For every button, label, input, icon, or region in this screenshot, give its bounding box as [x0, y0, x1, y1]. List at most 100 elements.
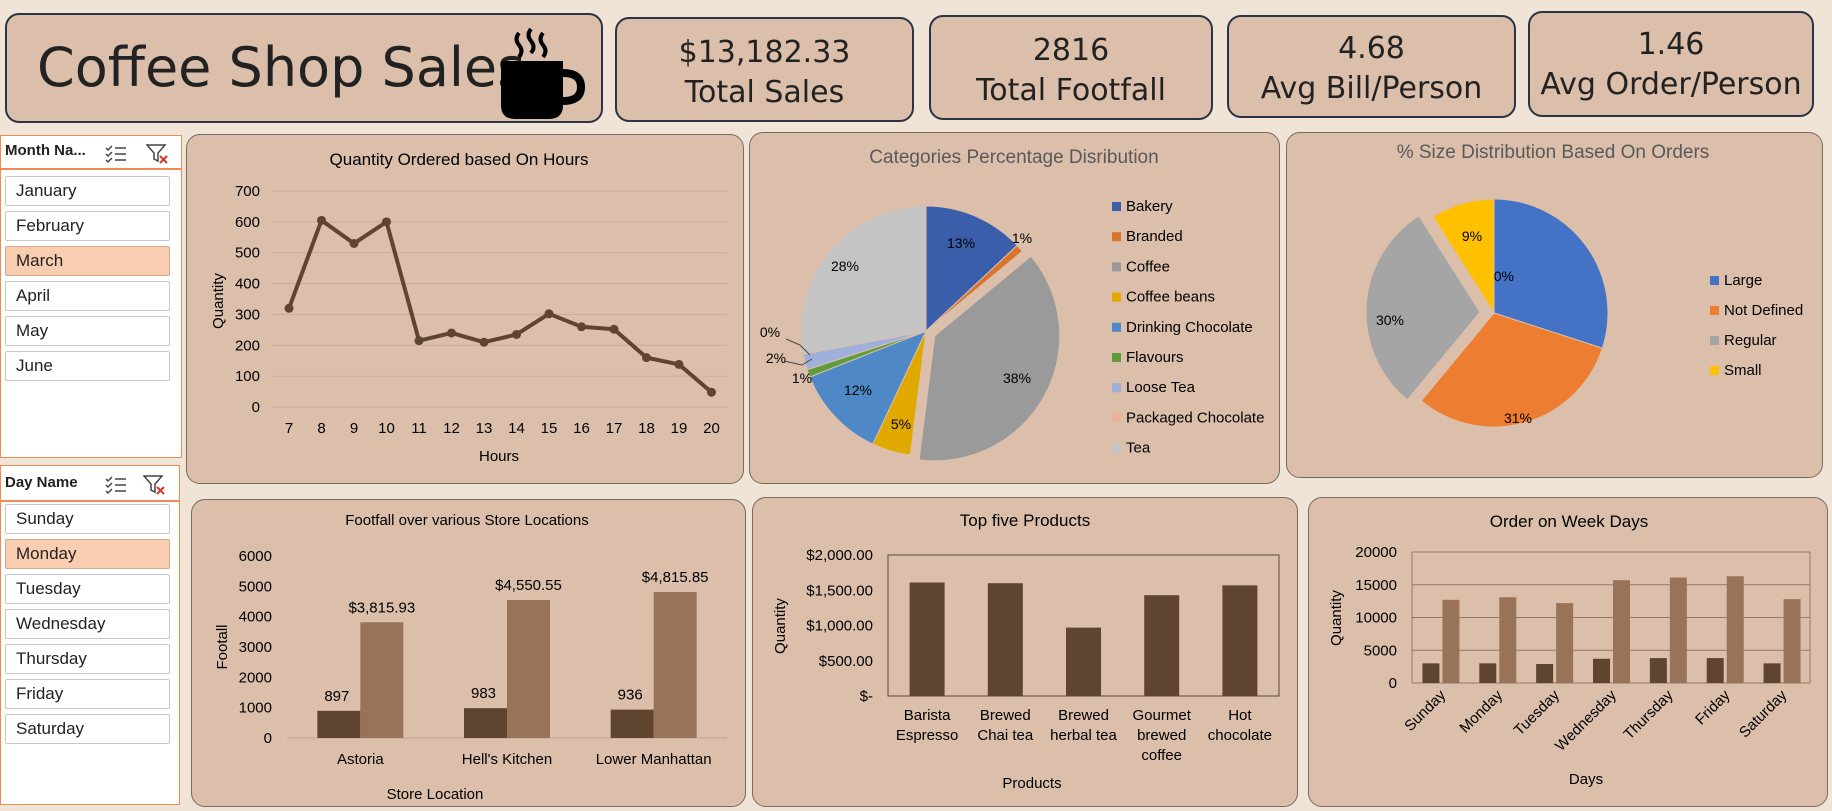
x-tick-label: Brewed: [1058, 707, 1109, 724]
bar: [653, 591, 697, 738]
day-item-friday[interactable]: Friday: [5, 679, 170, 709]
bar: [1442, 599, 1460, 683]
x-tick-label: 11: [411, 420, 427, 437]
bar-data-label: 936: [618, 687, 643, 704]
data-point: [674, 359, 684, 369]
legend-swatch: [1112, 292, 1121, 302]
clear-filter-icon[interactable]: [146, 143, 170, 165]
slicer-divider: [1, 168, 181, 170]
x-tick-label: 17: [606, 420, 623, 437]
day-item-monday[interactable]: Monday: [5, 539, 170, 569]
x-tick-label: Monday: [1456, 686, 1506, 736]
month-item-june[interactable]: June: [5, 351, 170, 381]
x-tick-label: herbal tea: [1050, 727, 1117, 744]
y-tick-label: $500.00: [819, 653, 873, 670]
slicer-divider: [1, 500, 179, 502]
y-tick-label: 20000: [1355, 544, 1397, 561]
slice-data-label: 9%: [1462, 228, 1482, 244]
products-chart-panel: Top five Products $- $500.00 $1,000.00 $1,50…: [752, 497, 1298, 807]
data-point: [544, 309, 554, 319]
y-axis-label: Quantity: [772, 598, 789, 654]
x-tick-label: 8: [317, 420, 325, 437]
day-item-tuesday[interactable]: Tuesday: [5, 574, 170, 604]
x-tick-label: coffee: [1141, 747, 1182, 764]
x-tick-label: Brewed: [980, 707, 1031, 724]
x-tick-label: 20: [703, 420, 720, 437]
x-axis-label: Hours: [479, 448, 519, 465]
month-item-march[interactable]: March: [5, 246, 170, 276]
legend-swatch: [1710, 336, 1719, 345]
x-tick-label: Tuesday: [1511, 686, 1564, 739]
kpi-value: $13,182.33: [678, 35, 851, 70]
bar-data-label: $3,815.93: [348, 599, 415, 616]
x-tick-label: Chai tea: [977, 727, 1034, 744]
weekdays-chart-panel: Order on Week Days 0 5000 10000 15000 20000 Qu…: [1308, 497, 1828, 807]
bar: [610, 709, 654, 738]
multi-select-icon[interactable]: [105, 144, 127, 164]
y-tick-label: 4000: [239, 609, 272, 626]
month-item-january[interactable]: January: [5, 176, 170, 206]
data-point: [512, 329, 521, 339]
y-tick-label: 500: [235, 245, 260, 262]
x-tick-label: Sunday: [1401, 686, 1449, 734]
chart-title: Order on Week Days: [1490, 512, 1648, 531]
x-tick-label: Gourmet: [1133, 707, 1192, 724]
data-point: [707, 387, 716, 397]
x-tick-label: Hot: [1228, 707, 1252, 724]
slice-data-label: 13%: [947, 235, 975, 251]
slice-data-label: 28%: [831, 258, 859, 274]
y-axis-label: Footall: [214, 624, 231, 669]
kpi-value: 2816: [1032, 33, 1110, 68]
bar-data-label: 897: [324, 688, 349, 705]
bar: [987, 583, 1023, 696]
bar: [1536, 664, 1554, 683]
day-item-thursday[interactable]: Thursday: [5, 644, 170, 674]
x-tick-label: Espresso: [896, 727, 959, 744]
y-tick-label: 15000: [1355, 577, 1397, 594]
multi-select-icon[interactable]: [105, 475, 127, 495]
data-point: [284, 303, 294, 313]
bar: [1763, 663, 1781, 683]
categories-pie-chart: Categories Percentage Disribution 13% 1% 38…: [760, 147, 1264, 462]
x-tick-label: 15: [541, 420, 558, 437]
x-tick-label: Thursday: [1620, 686, 1677, 743]
x-tick-label: 19: [671, 420, 688, 437]
x-tick-label: Friday: [1692, 686, 1734, 728]
kpi-avg-order: 1.46 Avg Order/Person: [1528, 11, 1814, 117]
y-tick-label: 400: [235, 276, 260, 293]
slice-data-label: 1%: [1012, 230, 1032, 246]
month-item-may[interactable]: May: [5, 316, 170, 346]
x-tick-label: 12: [443, 420, 460, 437]
legend-swatch: [1112, 232, 1121, 242]
x-tick-label: Astoria: [337, 751, 384, 768]
month-item-april[interactable]: April: [5, 281, 170, 311]
month-item-february[interactable]: February: [5, 211, 170, 241]
slice-data-label: 2%: [766, 350, 786, 366]
y-tick-label: 100: [235, 368, 260, 385]
slice-data-label: 5%: [891, 416, 911, 432]
data-point: [609, 324, 619, 334]
data-point: [317, 215, 326, 225]
pie-slice: [925, 244, 1024, 332]
y-axis-label: Quantity: [1328, 590, 1345, 646]
products-bar-chart: Top five Products $- $500.00 $1,000.00 $1,50…: [772, 511, 1280, 792]
legend-swatch: [1710, 276, 1719, 285]
bar: [1669, 577, 1687, 683]
day-item-saturday[interactable]: Saturday: [5, 714, 170, 744]
x-tick-label: Hell's Kitchen: [462, 751, 552, 768]
day-item-sunday[interactable]: Sunday: [5, 504, 170, 534]
pie-slice: [1420, 312, 1604, 428]
coffee-cup-icon: [501, 27, 585, 119]
legend-swatch: [1710, 306, 1719, 315]
kpi-value: 1.46: [1637, 27, 1705, 62]
day-item-wednesday[interactable]: Wednesday: [5, 609, 170, 639]
x-tick-label: 10: [378, 420, 395, 437]
legend-label: Large: [1724, 272, 1762, 289]
bar: [507, 599, 550, 738]
footfall-bar-chart: Footfall over various Store Locations 0 10…: [214, 512, 727, 803]
bar-data-label: $4,815.85: [642, 569, 709, 586]
legend-swatch: [1112, 413, 1121, 423]
clear-filter-icon[interactable]: [143, 474, 167, 496]
pie-slice: [925, 205, 1018, 333]
legend-swatch: [1112, 262, 1121, 272]
